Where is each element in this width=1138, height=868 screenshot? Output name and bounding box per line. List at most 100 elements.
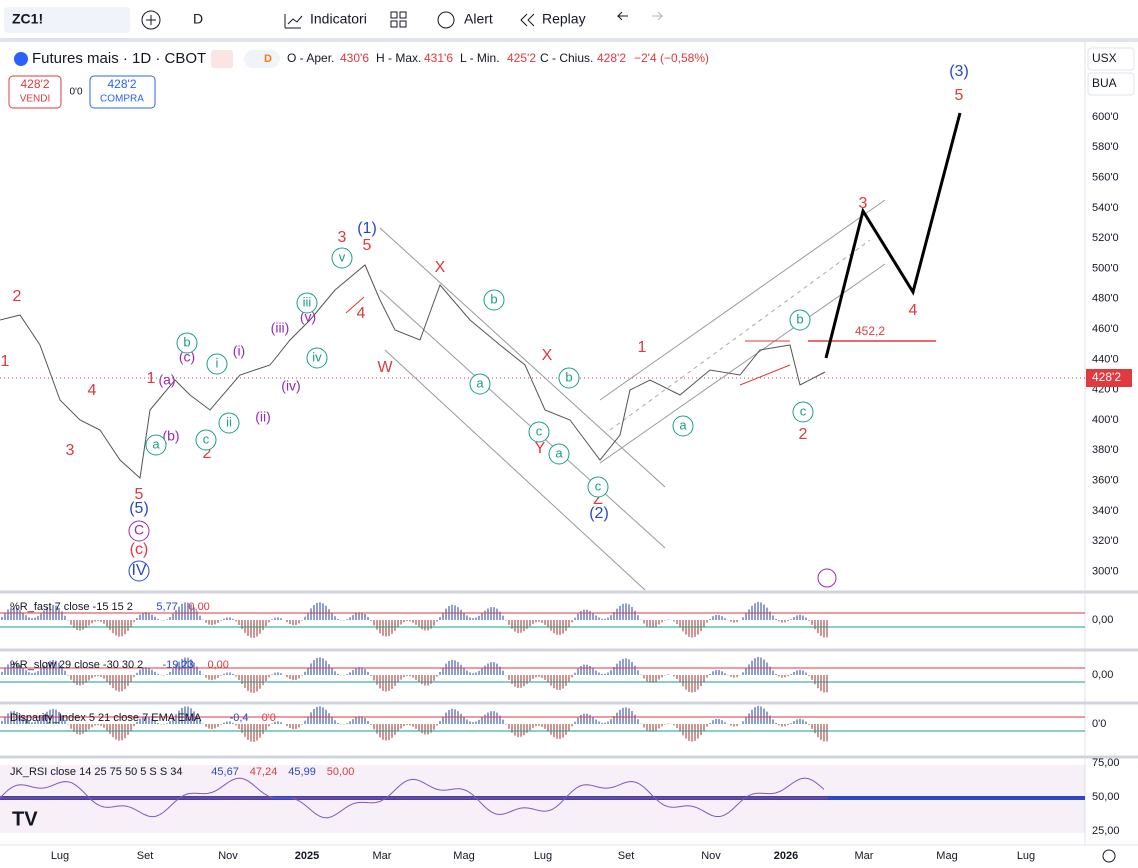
wave-label: b xyxy=(565,369,572,384)
price-label: 600'0 xyxy=(1092,111,1119,123)
wave-circle xyxy=(296,292,318,314)
spread: 0'0 xyxy=(69,87,82,98)
buy-button[interactable] xyxy=(89,75,156,109)
wave-circle xyxy=(128,520,150,542)
price-label: 340'0 xyxy=(1092,505,1119,517)
wave-label: a xyxy=(476,375,484,390)
wave-label: 3 xyxy=(66,442,75,459)
open-label: O - Aper. xyxy=(287,51,334,65)
low: 425'2 xyxy=(507,51,536,65)
wave-label: 1 xyxy=(638,339,647,356)
wave-label: 2 xyxy=(203,445,212,462)
price-label: 380'0 xyxy=(1092,444,1119,456)
time-label: Set xyxy=(618,850,635,862)
high: 431'6 xyxy=(424,51,453,65)
pane-value: -19,23 xyxy=(163,659,194,671)
pane-title: %R_slow 29 close -30 30 2 xyxy=(10,659,143,671)
wave-circle xyxy=(548,443,570,465)
wave-circle xyxy=(672,415,694,437)
badge: D xyxy=(264,53,272,65)
close: 428'2 xyxy=(597,51,626,65)
pane-axis-label: 75,00 xyxy=(1092,757,1120,769)
alert[interactable]: Alert xyxy=(464,11,493,27)
wave-label: C xyxy=(134,522,144,538)
time-label: Mag xyxy=(936,850,957,862)
sell-button[interactable] xyxy=(8,75,62,109)
wave-label: (c) xyxy=(179,349,195,365)
wave-circle xyxy=(331,247,353,269)
wave-label: 2 xyxy=(799,426,808,443)
wave-label: 4 xyxy=(357,305,366,322)
pane-value: 0,00 xyxy=(208,659,229,671)
low-label: L - Min. xyxy=(460,51,500,65)
wave-label: (b) xyxy=(162,428,179,444)
pane-value: -0,4 xyxy=(230,712,249,724)
wave-label: (i) xyxy=(233,343,245,359)
interval[interactable]: D xyxy=(193,11,203,27)
wave-circle xyxy=(206,353,228,375)
wave-label: (a) xyxy=(158,372,175,388)
wave-circle xyxy=(306,347,328,369)
time-label: Mar xyxy=(373,850,392,862)
wave-circle xyxy=(195,429,217,451)
wave-label: (3) xyxy=(949,63,969,80)
time-label: Nov xyxy=(218,850,238,862)
chart-title: Futures mais · 1D · CBOT xyxy=(32,50,206,67)
wave-label: 3 xyxy=(338,229,347,246)
price-label: 300'0 xyxy=(1092,565,1119,577)
wave-label: (c) xyxy=(130,541,149,558)
wave-circle xyxy=(792,401,814,423)
indicators[interactable]: Indicatori xyxy=(310,11,367,27)
wave-label: a xyxy=(555,445,563,460)
pane-title: JK_RSI close 14 25 75 50 5 S S 34 xyxy=(10,766,182,778)
price-label: 580'0 xyxy=(1092,141,1119,153)
wave-circle xyxy=(145,434,167,456)
wave-label: 4 xyxy=(909,302,918,319)
wave-label: (iv) xyxy=(281,378,300,394)
wave-label: IV xyxy=(131,562,146,579)
time-label: 2025 xyxy=(295,850,319,862)
wave-label: ii xyxy=(226,414,232,429)
price-label: 320'0 xyxy=(1092,535,1119,547)
replay[interactable]: Replay xyxy=(542,11,586,27)
wave-label: X xyxy=(542,347,553,364)
sell-price[interactable]: 428'2 xyxy=(21,77,50,91)
wave-label: c xyxy=(203,431,210,446)
price-label: 460'0 xyxy=(1092,323,1119,335)
wave-label: b xyxy=(490,291,497,306)
wave-label: 2 xyxy=(13,288,22,305)
price-label: 500'0 xyxy=(1092,262,1119,274)
logo: TV xyxy=(12,808,38,830)
buy-label[interactable]: COMPRA xyxy=(100,94,144,105)
pane-value: 45,67 xyxy=(211,766,239,778)
wave-label: iv xyxy=(312,349,322,364)
symbol-search[interactable] xyxy=(4,7,130,33)
wave-label: Y xyxy=(535,440,546,457)
time-label: Lug xyxy=(51,850,69,862)
pane-value: 0,00 xyxy=(188,601,209,613)
wave-circle xyxy=(789,309,811,331)
symbol[interactable]: ZC1! xyxy=(12,11,43,27)
wave-circle xyxy=(587,476,609,498)
price-label: 560'0 xyxy=(1092,172,1119,184)
pane-axis-label: 25,00 xyxy=(1092,825,1120,837)
wave-label: b xyxy=(183,334,190,349)
rsi-line xyxy=(0,777,825,819)
sell-label[interactable]: VENDI xyxy=(20,94,51,105)
time-label: Mag xyxy=(453,850,474,862)
wave-label: a xyxy=(152,436,160,451)
wave-label: i xyxy=(216,355,219,370)
pane-axis-label: 0,00 xyxy=(1092,669,1113,681)
wave-label: (1) xyxy=(357,220,377,237)
pane-title: %R_fast 7 close -15 15 2 xyxy=(10,601,133,613)
currency[interactable]: USX xyxy=(1092,51,1117,65)
wave-circle xyxy=(483,289,505,311)
current-price: 428'2 xyxy=(1092,370,1121,384)
wave-label: b xyxy=(796,311,803,326)
wave-label: (2) xyxy=(589,505,609,522)
open: 430'6 xyxy=(340,51,369,65)
buy-price[interactable]: 428'2 xyxy=(108,77,137,91)
unit[interactable]: BUA xyxy=(1092,76,1117,90)
price-label: 360'0 xyxy=(1092,475,1119,487)
